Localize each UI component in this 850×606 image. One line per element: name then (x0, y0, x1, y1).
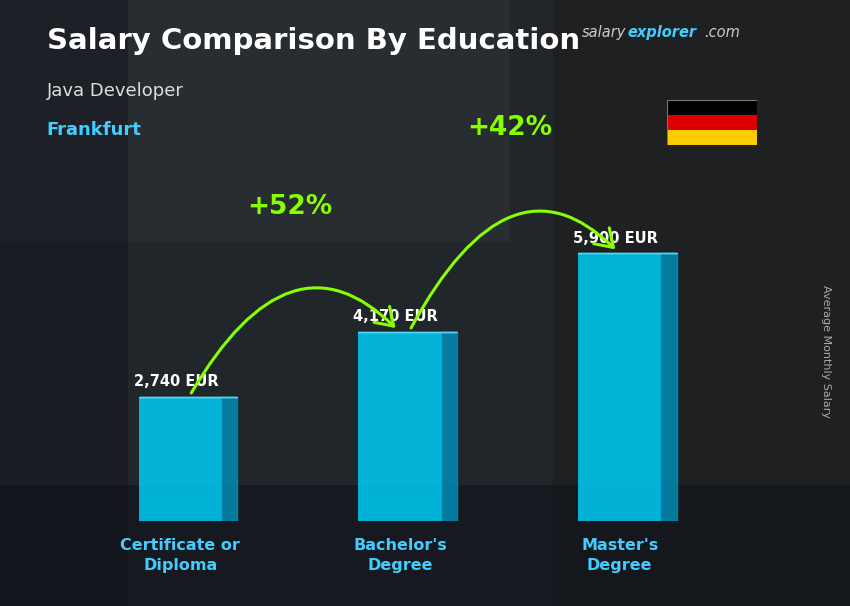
Text: salary: salary (582, 25, 626, 41)
Text: explorer: explorer (627, 25, 696, 41)
Text: Salary Comparison By Education: Salary Comparison By Education (47, 27, 580, 55)
Bar (0, 0, 510, 242)
Text: Frankfurt: Frankfurt (47, 121, 142, 139)
Bar (359, 331, 442, 521)
Text: 2,740 EUR: 2,740 EUR (133, 375, 218, 389)
Text: 5,900 EUR: 5,900 EUR (573, 231, 658, 245)
Bar (578, 253, 661, 521)
Bar (139, 396, 222, 521)
Bar (667, 100, 756, 115)
FancyArrowPatch shape (411, 211, 614, 328)
Text: Java Developer: Java Developer (47, 82, 184, 100)
Text: .com: .com (704, 25, 740, 41)
Text: Average Monthly Salary: Average Monthly Salary (821, 285, 831, 418)
Polygon shape (222, 396, 237, 521)
Bar (667, 115, 756, 130)
FancyArrowPatch shape (191, 288, 394, 393)
Polygon shape (442, 331, 457, 521)
Bar (0, 485, 850, 606)
Text: 4,170 EUR: 4,170 EUR (354, 309, 439, 324)
Bar (0, 0, 128, 606)
Text: +42%: +42% (468, 115, 552, 141)
Bar (552, 0, 850, 606)
Polygon shape (661, 253, 677, 521)
Bar (667, 130, 756, 145)
Text: +52%: +52% (247, 194, 333, 220)
